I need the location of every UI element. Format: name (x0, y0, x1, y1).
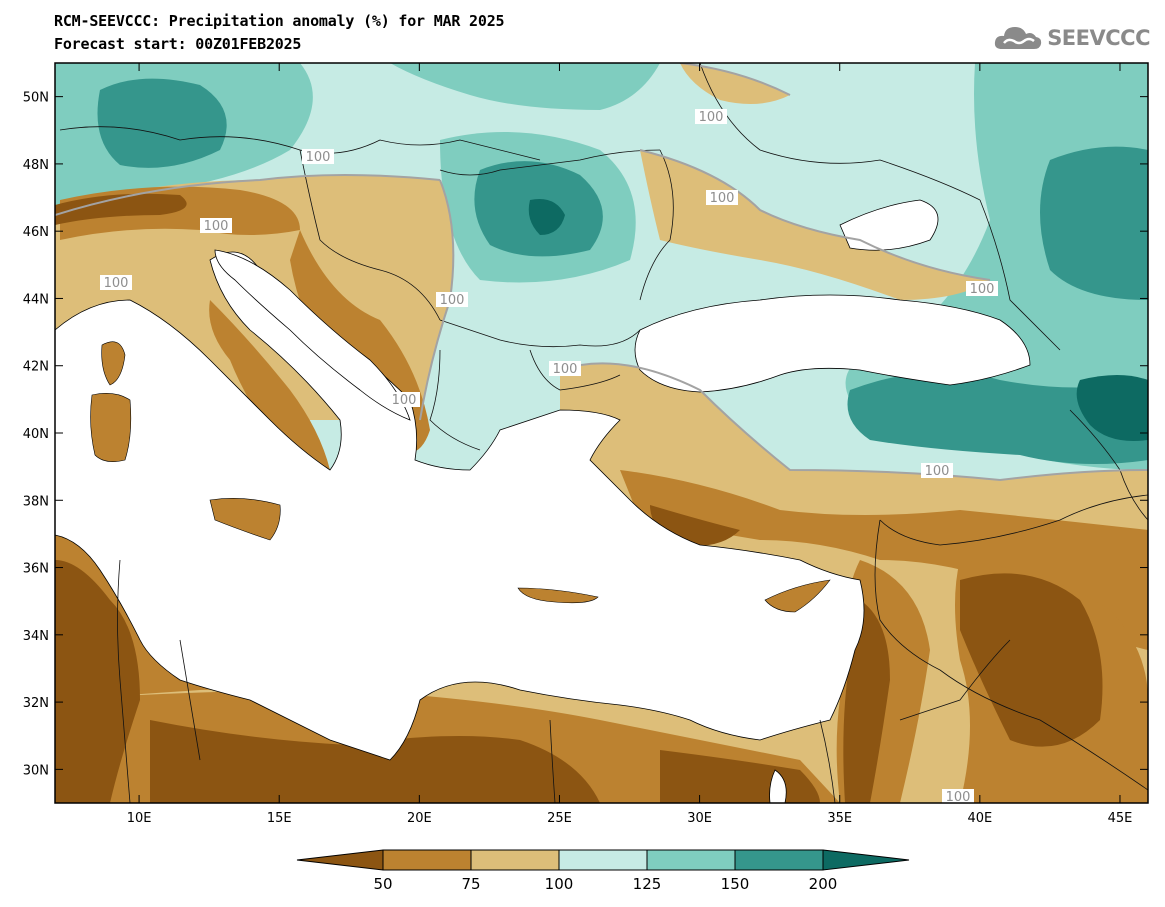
field-below-50 (55, 193, 1103, 803)
sardinia (90, 393, 132, 462)
lat-tick-label: 50N (23, 91, 49, 106)
forecast-start-subtitle: Forecast start: 00Z01FEB2025 (54, 35, 302, 53)
red-sea-tip (769, 769, 787, 803)
map-title: RCM-SEEVCCC: Precipitation anomaly (%) f… (54, 12, 505, 30)
colorbar-segment (470, 849, 560, 871)
colorbar-tick-label: 75 (461, 875, 480, 893)
lat-tick-label: 40N (23, 427, 49, 442)
cyprus (764, 579, 831, 613)
contour-label: 100 (204, 219, 229, 234)
contour-label-bg (966, 281, 998, 296)
colorbar-high-triangle (822, 849, 910, 871)
contour-label: 100 (710, 191, 735, 206)
contour-label: 100 (440, 293, 465, 308)
lon-tick-label: 10E (127, 811, 152, 826)
lon-tick-label: 35E (827, 811, 852, 826)
seas (55, 199, 1031, 803)
lat-tick-label: 42N (23, 360, 49, 375)
contour-label: 100 (970, 282, 995, 297)
contour-label-bg (921, 463, 953, 478)
mediterranean-sea (55, 251, 865, 761)
colorbar-tick-label: 150 (721, 875, 750, 893)
lat-tick-label: 36N (23, 562, 49, 577)
colorbar-segment (558, 849, 648, 871)
contour-label-bg (549, 361, 581, 376)
contour-label-bg (436, 292, 468, 307)
lat-tick-label: 30N (23, 763, 49, 778)
contour-label: 100 (946, 790, 971, 805)
cloud-icon (995, 27, 1042, 49)
contour-label: 100 (104, 276, 129, 291)
lon-tick-label: 15E (267, 811, 292, 826)
lat-tick-label: 46N (23, 225, 49, 240)
black-sea (634, 294, 1031, 393)
lon-tick-label: 45E (1108, 811, 1133, 826)
lon-tick-label: 25E (547, 811, 572, 826)
map-axes: 10E 15E 20E 25E 30E 35E 40E 45E 30N 32N 34N 36N 38N 4… (23, 63, 1148, 826)
lat-tick-label: 38N (23, 494, 49, 509)
seevccc-logo: SEEVCCC (992, 22, 1150, 54)
lon-tick-label: 20E (407, 811, 432, 826)
lat-tick-label: 48N (23, 158, 49, 173)
contour-label: 100 (925, 464, 950, 479)
contour-label-bg (388, 392, 420, 407)
islands (90, 341, 831, 613)
corsica (101, 341, 126, 386)
colorbar-segment (646, 849, 736, 871)
sicily (209, 498, 281, 541)
contour-label-bg (100, 275, 132, 290)
colorbar-segment (734, 849, 824, 871)
contour-label-bg (706, 190, 738, 205)
contour-label-bg (695, 109, 727, 124)
adriatic-sea (214, 249, 411, 421)
colorbar: 50 75 100 125 150 200 (296, 849, 910, 893)
map-field: 100 100 100 100 100 100 100 100 100 100 100 (55, 63, 1148, 805)
contour-label-bg (302, 149, 334, 164)
contour-label: 100 (553, 362, 578, 377)
colorbar-tick-label: 50 (373, 875, 392, 893)
lat-tick-label: 44N (23, 292, 49, 307)
crete (517, 587, 599, 604)
lat-tick-label: 32N (23, 696, 49, 711)
colorbar-tick-label: 200 (809, 875, 838, 893)
lon-tick-label: 40E (967, 811, 992, 826)
logo-text: SEEVCCC (1047, 26, 1150, 50)
colorbar-tick-label: 100 (545, 875, 574, 893)
contour-labels: 100 100 100 100 100 100 100 100 100 100 100 (100, 109, 998, 805)
contour-label: 100 (699, 110, 724, 125)
contour-label-bg (200, 218, 232, 233)
lat-tick-label: 34N (23, 629, 49, 644)
contour-label-bg (942, 789, 974, 803)
contour-label: 100 (306, 150, 331, 165)
colorbar-segment (382, 849, 472, 871)
colorbar-low-triangle (296, 849, 384, 871)
lon-tick-label: 30E (687, 811, 712, 826)
contour-label: 100 (392, 393, 417, 408)
colorbar-tick-label: 125 (633, 875, 662, 893)
